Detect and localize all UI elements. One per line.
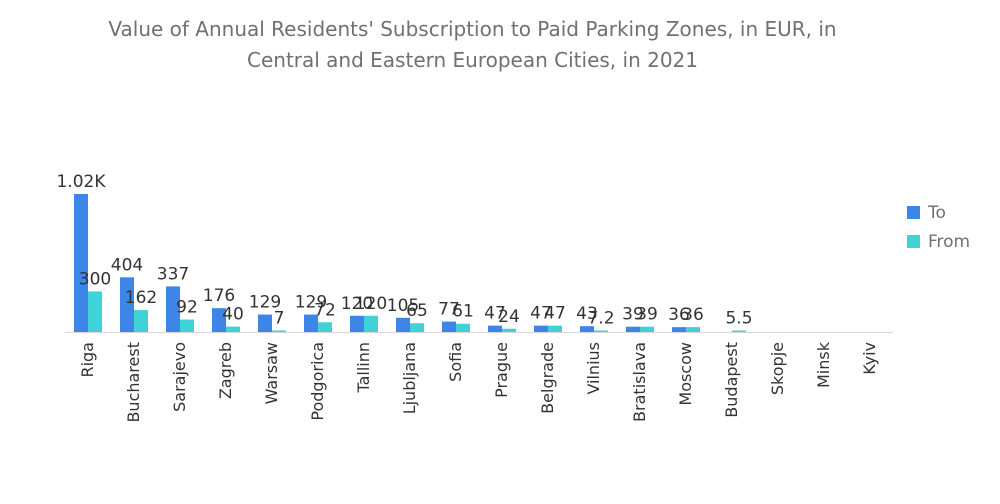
data-label-from-prague: 24 — [498, 307, 520, 327]
data-label-from-vilnius: 7.2 — [587, 309, 614, 329]
data-label-to-sofia: 77 — [438, 300, 460, 320]
bar-from-sarajevo[interactable] — [180, 319, 194, 332]
data-label-from-sarajevo: 92 — [176, 298, 198, 318]
data-label-to-warsaw: 129 — [249, 293, 281, 313]
data-label-from-podgorica: 72 — [314, 300, 336, 320]
x-tick-label-minsk: Minsk — [814, 341, 833, 388]
bar-to-riga[interactable] — [74, 194, 88, 332]
bar-to-zagreb[interactable] — [212, 308, 226, 332]
data-label-from-tallinn: 120 — [355, 294, 387, 314]
bar-from-bratislava[interactable] — [640, 326, 654, 332]
data-label-from-belgrade: 47 — [544, 304, 566, 324]
bar-to-bucharest[interactable] — [120, 277, 134, 332]
x-tick-label-skopje: Skopje — [768, 342, 787, 395]
data-label-to-ljubljana: 105 — [387, 296, 419, 316]
bar-from-ljubljana[interactable] — [410, 323, 424, 332]
data-label-to-podgorica: 129 — [295, 293, 327, 313]
data-label-from-bucharest: 162 — [125, 288, 157, 308]
data-label-from-sofia: 61 — [452, 302, 474, 322]
x-tick-label-prague: Prague — [492, 342, 511, 398]
x-tick-label-zagreb: Zagreb — [216, 342, 235, 399]
bar-to-belgrade[interactable] — [534, 325, 548, 332]
bar-from-sofia[interactable] — [456, 323, 470, 332]
legend-item-to[interactable]: To — [907, 198, 970, 227]
bar-to-ljubljana[interactable] — [396, 317, 410, 332]
x-tick-label-moscow: Moscow — [676, 342, 695, 406]
bar-to-sarajevo[interactable] — [166, 286, 180, 332]
data-label-to-zagreb: 176 — [203, 286, 235, 306]
bar-from-tallinn[interactable] — [364, 315, 378, 332]
bar-from-podgorica[interactable] — [318, 322, 332, 332]
legend-swatch-to — [907, 206, 920, 219]
chart-title-line-2: Central and Eastern European Cities, in … — [247, 48, 698, 72]
x-tick-label-warsaw: Warsaw — [262, 342, 281, 404]
data-label-from-moscow: 36 — [682, 305, 704, 325]
data-label-to-bratislava: 39 — [622, 305, 644, 325]
data-label-to-sarajevo: 337 — [157, 264, 189, 284]
data-label-to-moscow: 36 — [668, 305, 690, 325]
bar-to-moscow[interactable] — [672, 327, 686, 332]
data-label-from-bratislava: 39 — [636, 305, 658, 325]
x-tick-label-ljubljana: Ljubljana — [400, 342, 419, 414]
bar-to-prague[interactable] — [488, 325, 502, 332]
chart-legend: To From — [907, 198, 970, 256]
data-label-from-ljubljana: 65 — [406, 301, 428, 321]
data-label-to-prague: 47 — [484, 304, 506, 324]
data-label-from-warsaw: 7 — [274, 309, 285, 329]
bar-from-vilnius[interactable] — [594, 330, 608, 333]
bar-from-zagreb[interactable] — [226, 326, 240, 332]
bar-to-warsaw[interactable] — [258, 314, 272, 332]
data-label-to-belgrade: 47 — [530, 304, 552, 324]
bar-to-sofia[interactable] — [442, 321, 456, 332]
x-tick-label-bratislava: Bratislava — [630, 342, 649, 422]
bar-from-belgrade[interactable] — [548, 325, 562, 332]
x-tick-label-riga: Riga — [78, 342, 97, 378]
data-label-to-bucharest: 404 — [111, 255, 143, 275]
data-label-to-tallinn: 120 — [341, 294, 373, 314]
data-label-from-zagreb: 40 — [222, 305, 244, 325]
chart-title-line-1: Value of Annual Residents' Subscription … — [108, 17, 837, 41]
x-tick-label-sarajevo: Sarajevo — [170, 342, 189, 412]
bar-from-budapest[interactable] — [732, 330, 746, 333]
bar-from-moscow[interactable] — [686, 327, 700, 332]
chart-title: Value of Annual Residents' Subscription … — [0, 14, 945, 76]
x-tick-label-sofia: Sofia — [446, 342, 465, 382]
legend-swatch-from — [907, 235, 920, 248]
x-tick-label-bucharest: Bucharest — [124, 342, 143, 423]
data-label-from-budapest: 5.5 — [725, 309, 752, 329]
x-tick-label-podgorica: Podgorica — [308, 342, 327, 421]
data-label-to-vilnius: 43 — [576, 304, 598, 324]
bar-to-tallinn[interactable] — [350, 315, 364, 332]
legend-item-from[interactable]: From — [907, 227, 970, 256]
x-tick-label-kyiv: Kyiv — [860, 342, 879, 375]
bar-from-prague[interactable] — [502, 328, 516, 332]
x-tick-label-vilnius: Vilnius — [584, 342, 603, 395]
bar-to-bratislava[interactable] — [626, 326, 640, 332]
legend-label-from: From — [928, 231, 971, 252]
bar-to-podgorica[interactable] — [304, 314, 318, 332]
bar-from-bucharest[interactable] — [134, 310, 148, 332]
legend-label-to: To — [928, 202, 946, 223]
x-tick-label-belgrade: Belgrade — [538, 342, 557, 414]
x-tick-label-tallinn: Tallinn — [354, 342, 373, 394]
data-label-to-riga: 1.02K — [57, 172, 107, 192]
bar-to-vilnius[interactable] — [580, 326, 594, 332]
bar-from-warsaw[interactable] — [272, 330, 286, 333]
x-tick-label-budapest: Budapest — [722, 342, 741, 418]
bar-from-riga[interactable] — [88, 291, 102, 332]
data-label-from-riga: 300 — [79, 269, 111, 289]
